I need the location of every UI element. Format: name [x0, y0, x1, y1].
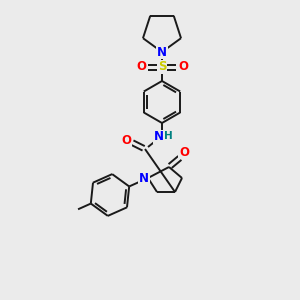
Text: O: O	[178, 61, 188, 74]
Text: N: N	[139, 172, 149, 184]
Text: O: O	[136, 61, 146, 74]
Text: O: O	[121, 134, 131, 148]
Text: N: N	[154, 130, 164, 143]
Text: O: O	[179, 146, 189, 158]
Text: S: S	[158, 61, 166, 74]
Text: N: N	[157, 46, 167, 59]
Text: H: H	[164, 131, 172, 141]
